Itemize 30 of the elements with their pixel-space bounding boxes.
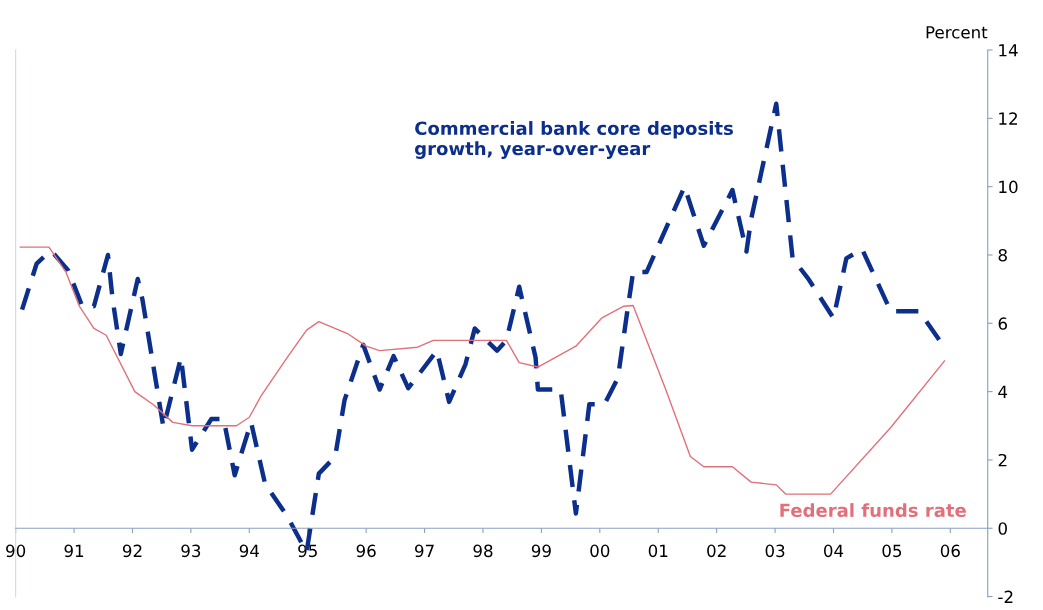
y-tick-label: 14	[999, 44, 1018, 57]
y-tick-label: 8	[998, 248, 1007, 262]
x-tick-label: 99	[531, 544, 551, 558]
x-tick-label: 02	[707, 544, 726, 558]
series-label: Commercial bank core deposits growth, year-over-year	[415, 121, 733, 159]
line-series	[19, 246, 946, 495]
x-tick-label: 94	[239, 544, 259, 558]
x-tick-label: 03	[765, 544, 785, 558]
x-tick-label: 06	[940, 544, 960, 558]
y-tick-label: -2	[998, 590, 1013, 603]
x-tick-label: 97	[415, 544, 434, 558]
y-axis-title: Percent	[926, 26, 988, 39]
x-tick-label: 98	[473, 544, 493, 558]
y-tick-label: 10	[999, 180, 1018, 194]
series-label: Federal funds rate	[780, 503, 966, 518]
x-tick-label: 93	[181, 544, 201, 558]
x-tick-label: 01	[648, 544, 668, 558]
x-tick-label: 04	[823, 544, 844, 558]
x-tick-label: 96	[356, 544, 376, 558]
x-tick-label: 05	[882, 544, 902, 558]
y-tick-label: 0	[998, 522, 1007, 535]
x-tick-label: 92	[122, 544, 142, 558]
y-tick-label: 2	[998, 453, 1007, 467]
x-tick-label: 90	[6, 544, 26, 558]
y-tick-label: 4	[998, 385, 1008, 398]
x-tick-label: 95	[298, 544, 317, 558]
y-tick-label: 6	[998, 317, 1007, 330]
x-tick-label: 00	[590, 544, 610, 558]
x-tick-label: 91	[64, 544, 84, 558]
y-tick-label: 12	[999, 112, 1017, 125]
